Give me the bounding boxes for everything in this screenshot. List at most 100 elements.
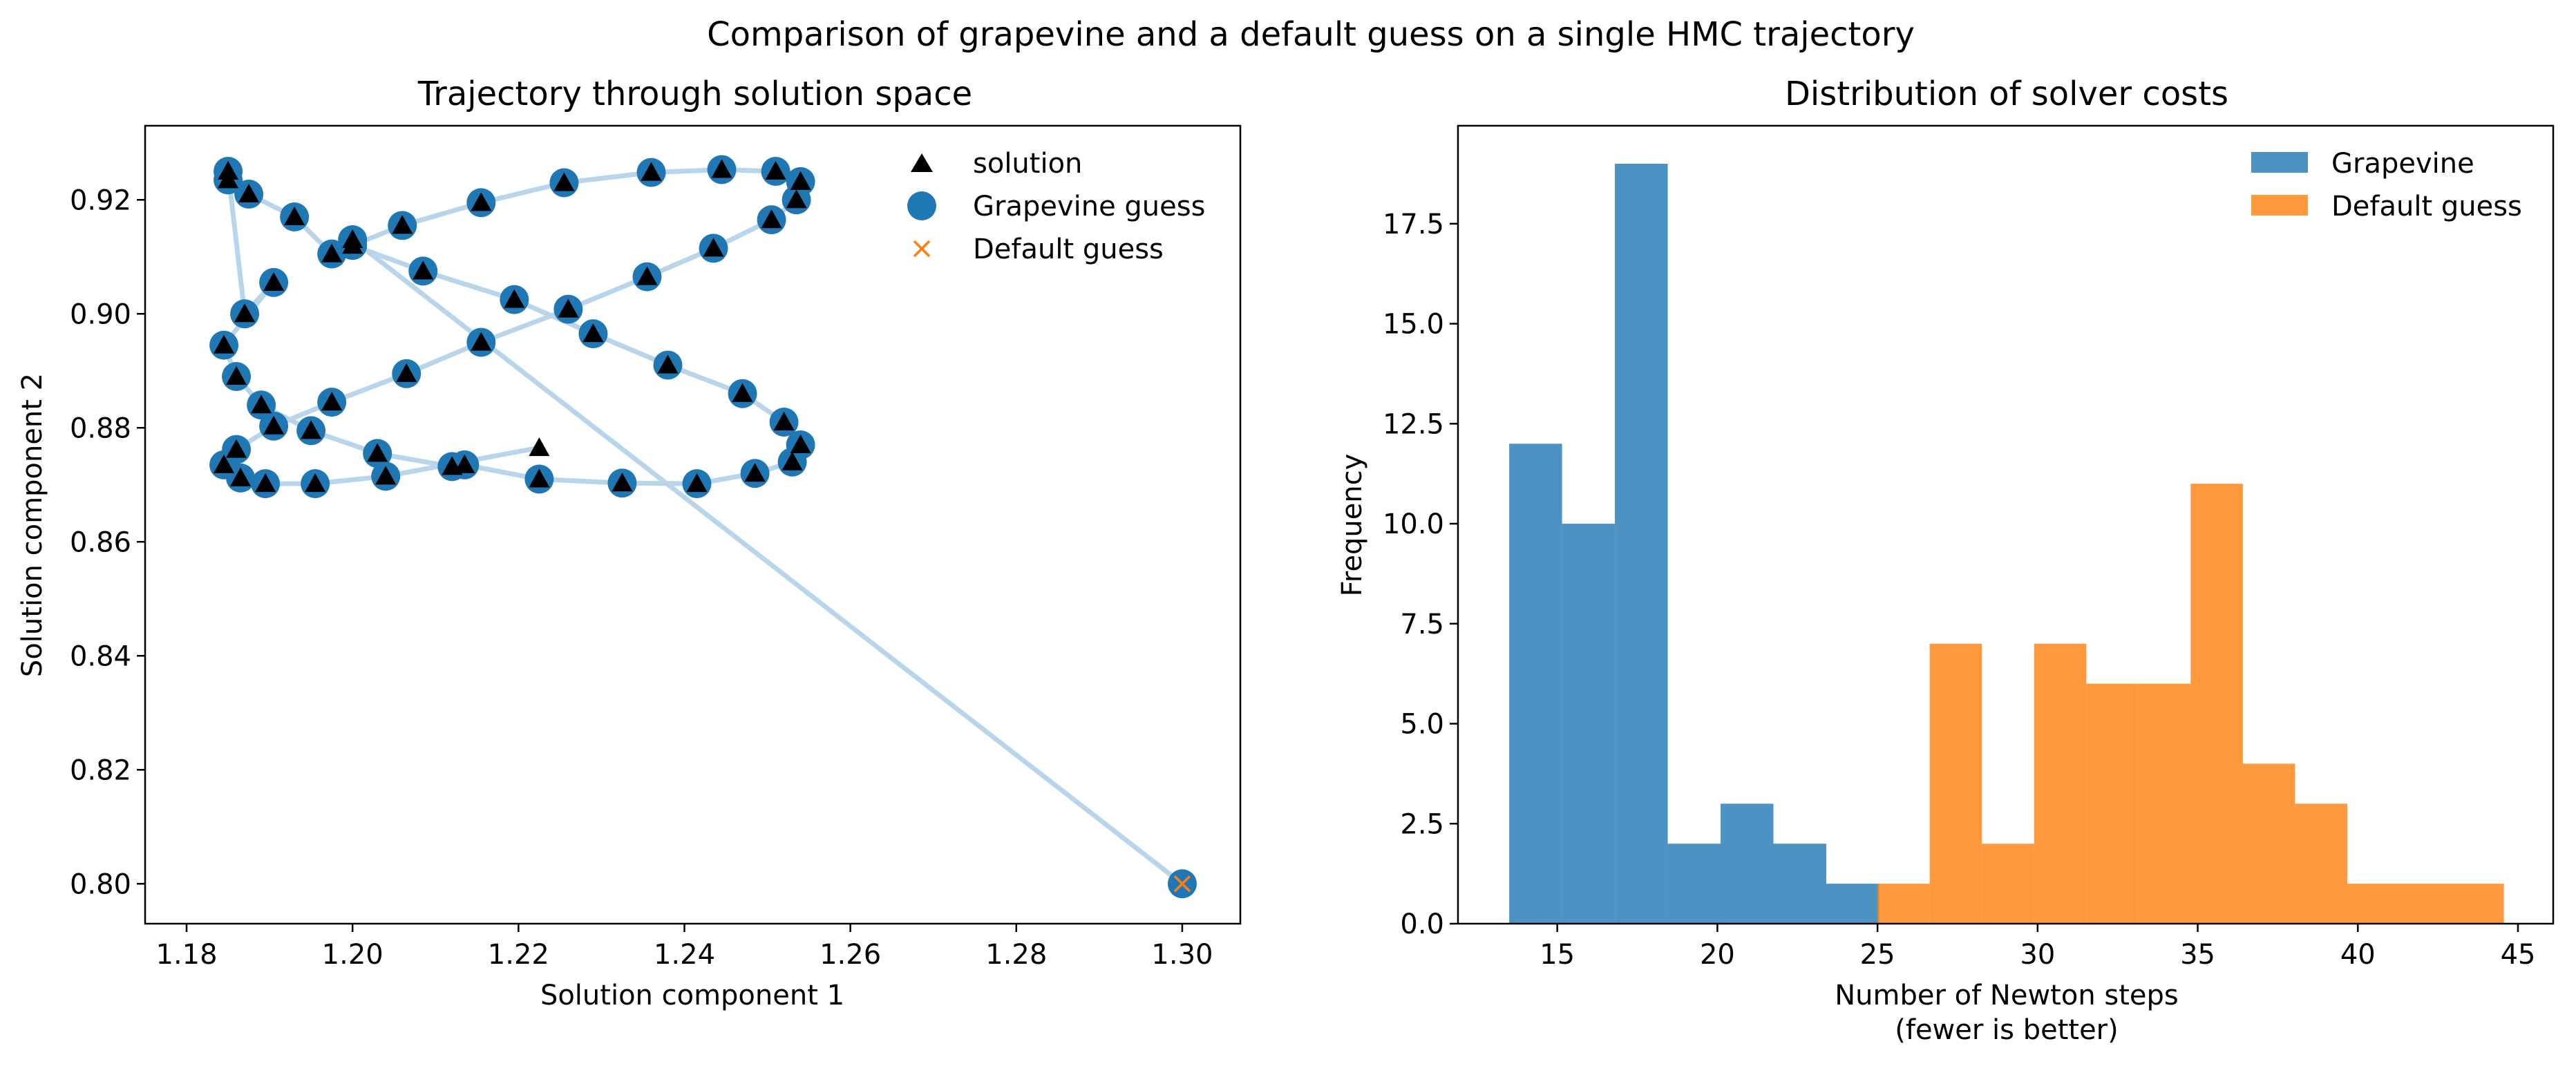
solution-point bbox=[305, 473, 326, 493]
x-tick-label: 1.22 bbox=[488, 939, 549, 971]
solution-point bbox=[471, 332, 492, 351]
default-guess-x-stroke bbox=[1173, 875, 1191, 893]
grapevine-bar bbox=[1562, 524, 1616, 924]
x-tick-label: 25 bbox=[1860, 939, 1895, 971]
trajectory-plot-area bbox=[144, 124, 1242, 925]
x-tick-label: 1.30 bbox=[1151, 939, 1213, 971]
grapevine-bar bbox=[1773, 844, 1826, 924]
solution-point bbox=[226, 439, 247, 458]
solution-point bbox=[251, 394, 272, 414]
legend-default-swatch bbox=[2251, 195, 2308, 216]
solution-point bbox=[529, 468, 550, 488]
solution-point bbox=[711, 159, 732, 178]
grapevine-guess-markers bbox=[209, 155, 1197, 899]
solution-point bbox=[583, 323, 604, 343]
histogram-bars bbox=[1509, 164, 2504, 924]
legend-solution-marker bbox=[911, 153, 933, 172]
default-guess-bar bbox=[1877, 884, 1930, 924]
x-tick-label: 40 bbox=[2340, 939, 2376, 971]
grapevine-bar bbox=[1509, 444, 1562, 924]
solution-point bbox=[214, 334, 235, 354]
solution-point bbox=[392, 215, 413, 234]
default-guess-bar bbox=[2242, 763, 2295, 924]
cost-legend: Grapevine Default guess bbox=[2251, 148, 2522, 222]
x-tick-label: 35 bbox=[2180, 939, 2215, 971]
solution-point bbox=[230, 467, 252, 486]
solution-point bbox=[301, 420, 322, 439]
solution-point bbox=[342, 235, 363, 254]
legend-grapevine-hist-label: Grapevine bbox=[2331, 148, 2474, 180]
solution-point bbox=[641, 162, 662, 181]
default-guess-bar bbox=[1982, 844, 2034, 924]
legend-default-marker bbox=[913, 240, 931, 258]
y-tick-label: 10.0 bbox=[1383, 508, 1444, 540]
solution-point bbox=[732, 383, 753, 402]
solution-point bbox=[214, 454, 235, 473]
x-tick-label: 1.20 bbox=[322, 939, 383, 971]
solution-point bbox=[454, 454, 475, 473]
default-guess-marker bbox=[1173, 875, 1191, 893]
y-tick-label: 12.5 bbox=[1383, 408, 1444, 440]
grapevine-bar bbox=[1615, 164, 1668, 924]
cost-title: Distribution of solver costs bbox=[1785, 75, 2228, 113]
grapevine-bar bbox=[1667, 844, 1721, 924]
default-guess-bar bbox=[2086, 683, 2139, 924]
solution-point bbox=[686, 473, 708, 493]
legend-grapevine-label: Grapevine guess bbox=[973, 191, 1205, 222]
cost-plot-area bbox=[1457, 124, 2555, 925]
trajectory-y-ticks: 0.80 0.82 0.84 0.86 0.88 0.90 0.92 bbox=[70, 184, 145, 900]
x-tick-label: 45 bbox=[2501, 939, 2536, 971]
trajectory-x-ticks: 1.18 1.20 1.22 1.24 1.26 1.28 1.30 bbox=[156, 924, 1213, 971]
solution-point bbox=[255, 473, 276, 493]
x-tick-label: 1.28 bbox=[985, 939, 1047, 971]
solution-point bbox=[321, 243, 343, 263]
solution-point bbox=[529, 437, 550, 457]
solution-point bbox=[744, 463, 766, 482]
y-tick-label: 0.82 bbox=[70, 754, 131, 786]
y-tick-label: 0.90 bbox=[70, 298, 131, 330]
solution-point bbox=[396, 363, 417, 382]
y-tick-label: 0.92 bbox=[70, 184, 131, 216]
x-tick-label: 1.18 bbox=[156, 939, 218, 971]
solution-point bbox=[263, 415, 285, 435]
solution-point bbox=[234, 303, 256, 323]
x-tick-label: 15 bbox=[1540, 939, 1575, 971]
solution-point bbox=[636, 266, 658, 285]
solution-point bbox=[553, 172, 575, 191]
default-guess-bar bbox=[2452, 884, 2504, 924]
default-guess-bar bbox=[2190, 484, 2243, 924]
default-guess-bar bbox=[2138, 683, 2191, 924]
legend-solution-label: solution bbox=[973, 148, 1082, 180]
solution-point bbox=[765, 161, 786, 180]
y-tick-label: 15.0 bbox=[1383, 309, 1444, 341]
solution-point bbox=[790, 171, 811, 190]
grapevine-bar bbox=[1721, 803, 1774, 924]
trajectory-title: Trajectory through solution space bbox=[417, 75, 972, 113]
y-tick-label: 0.88 bbox=[70, 412, 131, 444]
solution-point bbox=[238, 184, 260, 202]
x-tick-label: 1.26 bbox=[820, 939, 881, 971]
solution-point bbox=[504, 289, 525, 308]
cost-x-label-note: (fewer is better) bbox=[1895, 1014, 2118, 1046]
default-guess-bar bbox=[2399, 884, 2452, 924]
solution-point bbox=[782, 451, 803, 470]
y-tick-label: 2.5 bbox=[1400, 808, 1444, 840]
trajectory-segment bbox=[420, 268, 517, 303]
solution-point bbox=[263, 272, 285, 291]
default-guess-bar bbox=[2347, 884, 2400, 924]
solution-point bbox=[761, 209, 782, 229]
trajectory-legend: solution Grapevine guess Default guess bbox=[907, 148, 1205, 265]
trajectory-panel: Trajectory through solution space 1.18 1.… bbox=[17, 75, 1242, 1011]
y-tick-label: 0.80 bbox=[70, 868, 131, 900]
y-tick-label: 5.0 bbox=[1400, 709, 1444, 741]
solution-point bbox=[612, 473, 633, 492]
solution-markers bbox=[214, 159, 811, 493]
solution-point bbox=[284, 207, 305, 225]
y-tick-label: 0.0 bbox=[1400, 908, 1444, 940]
trajectory-segment bbox=[225, 169, 247, 316]
solution-point bbox=[703, 238, 724, 257]
cost-y-label: Frequency bbox=[1336, 454, 1368, 597]
solution-point bbox=[558, 298, 579, 318]
solution-point bbox=[413, 260, 434, 280]
